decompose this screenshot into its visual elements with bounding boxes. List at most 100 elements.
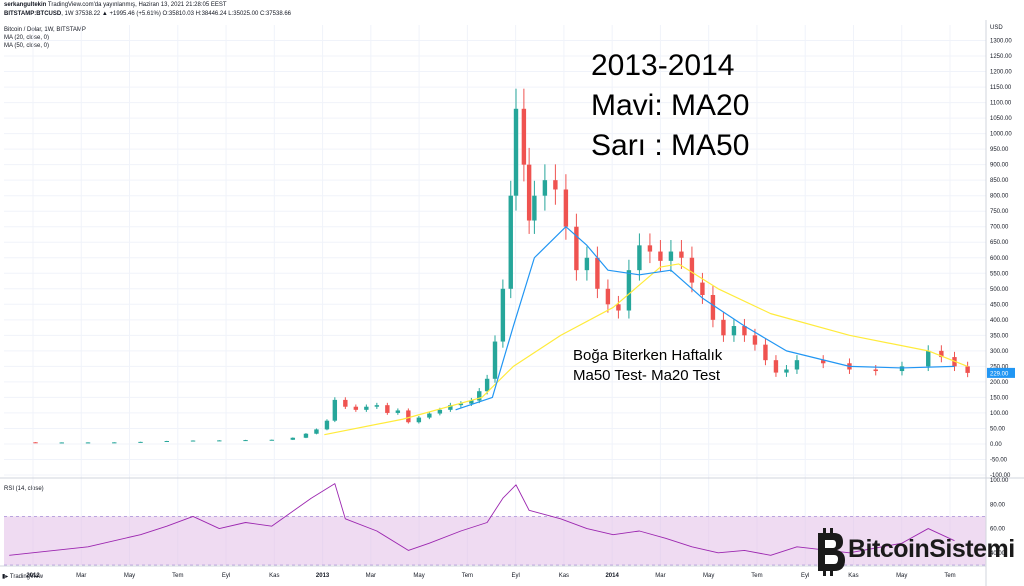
candle-body	[469, 400, 474, 404]
time-tick-label: Eyl	[222, 573, 230, 579]
candle-body	[700, 282, 705, 295]
tradingview-logo[interactable]: ▮▸ TradingView	[2, 573, 43, 580]
price-tick-label: 1150.00	[990, 85, 1012, 91]
price-tick-label: 150.00	[990, 395, 1009, 401]
candle-body	[33, 442, 38, 444]
tradingview-icon: ▮▸	[2, 574, 9, 580]
rsi-tick-label: 80.00	[990, 502, 1006, 508]
candle-body	[243, 440, 248, 442]
annotation-yellow-ma50: Sarı : MA50	[591, 129, 750, 162]
time-tick-label: Tem	[172, 573, 183, 579]
legend-title: Bitcoin / Dolar, 1W, BITSTAMP	[4, 27, 86, 33]
price-tick-label: 700.00	[990, 225, 1009, 231]
tradingview-label: TradingView	[9, 574, 43, 580]
candle-body	[500, 288, 506, 342]
candle-body	[190, 440, 196, 442]
symbol-name[interactable]: BITSTAMP:BTCUSD	[4, 11, 62, 17]
candle-body	[303, 433, 309, 438]
price-tick-label: 650.00	[990, 240, 1009, 246]
ma20-line	[455, 226, 955, 411]
price-tick-label: 50.00	[990, 426, 1006, 432]
legend-ma50[interactable]: MA (50, close, 0)	[4, 43, 50, 49]
candle-body	[112, 442, 117, 444]
price-tick-label: 1250.00	[990, 54, 1012, 60]
time-tick-label: 2014	[605, 573, 619, 579]
time-tick-label: Kas	[559, 573, 569, 579]
candle-body	[658, 251, 663, 261]
candle-body	[508, 195, 513, 289]
price-tick-label: 1200.00	[990, 70, 1012, 76]
price-tick-label: 200.00	[990, 380, 1009, 386]
price-tick-label: 900.00	[990, 163, 1009, 169]
time-tick-label: 2012	[26, 573, 40, 579]
time-tick-label: May	[124, 573, 135, 579]
time-tick-label: Mar	[76, 573, 86, 579]
price-tick-label: 1300.00	[990, 39, 1012, 45]
price-tick-label: 600.00	[990, 256, 1009, 262]
candle-body	[794, 360, 800, 370]
last-price-label: 229.00	[990, 371, 1009, 377]
candle-body	[437, 409, 443, 414]
time-tick-label: Mar	[655, 573, 665, 579]
price-tick-label: 1100.00	[990, 101, 1012, 107]
author-name[interactable]: serkangultekin	[4, 2, 47, 8]
rsi-tick-label: 40.00	[990, 551, 1006, 557]
time-tick-label: May	[413, 573, 424, 579]
rsi-tick-label: 60.00	[990, 527, 1006, 533]
candle-body	[314, 429, 319, 434]
candle-body	[965, 366, 970, 373]
price-tick-label: 250.00	[990, 364, 1009, 370]
candle-body	[742, 326, 747, 336]
time-tick-label: May	[896, 573, 907, 579]
candle-body	[532, 195, 537, 221]
price-unit-label: USD	[990, 25, 1003, 31]
candle-body	[784, 369, 789, 373]
candle-body	[477, 391, 482, 401]
site-logo-text: BitcoinSistemi	[848, 535, 1015, 563]
candle-body	[374, 405, 380, 407]
candle-body	[521, 108, 527, 165]
candle-body	[526, 164, 532, 221]
candle-body	[679, 251, 684, 258]
candle-body	[563, 189, 569, 227]
header-line-2: BITSTAMP:BTCUSD, 1W 37538.22 ▲ +1995.46 …	[4, 11, 291, 17]
candle-body	[637, 245, 642, 271]
candle-body	[773, 360, 779, 373]
price-tick-label: 800.00	[990, 194, 1009, 200]
price-tick-label: 350.00	[990, 333, 1009, 339]
legend-ma20[interactable]: MA (20, close, 0)	[4, 35, 50, 41]
candle-body	[668, 251, 674, 261]
candle-body	[821, 360, 826, 364]
time-tick-label: Tem	[462, 573, 473, 579]
bitcoinsistemi-logo: BitcoinSistemi	[812, 527, 1022, 579]
time-tick-label: Tem	[944, 573, 955, 579]
candle-body	[689, 257, 695, 283]
candle-body	[484, 378, 490, 392]
candle-body	[513, 108, 519, 196]
candle-body	[626, 270, 632, 311]
rsi-tick-label: 100.00	[990, 478, 1009, 484]
candle-body	[324, 420, 330, 430]
price-tick-label: 750.00	[990, 209, 1009, 215]
candle-body	[710, 295, 716, 320]
candle-body	[458, 403, 464, 406]
time-tick-label: Eyl	[511, 573, 519, 579]
candle-body	[584, 257, 590, 271]
candle-body	[595, 257, 600, 289]
price-tick-label: 400.00	[990, 318, 1009, 324]
candle-body	[926, 350, 931, 367]
candle-body	[647, 245, 653, 252]
price-tick-label: 450.00	[990, 302, 1009, 308]
publish-info: TradingView.com'da yayınlanmış, Haziran …	[46, 2, 227, 8]
candle-body	[899, 366, 905, 372]
price-tick-label: -50.00	[990, 457, 1008, 463]
price-tick-label: 0.00	[990, 442, 1002, 448]
header-line-1: serkangultekin TradingView.com'da yayınl…	[4, 2, 227, 8]
bitcoin-b-icon	[818, 528, 845, 576]
rsi-legend[interactable]: RSI (14, close)	[4, 486, 44, 492]
time-tick-label: Tem	[751, 573, 762, 579]
candle-body	[385, 405, 390, 413]
last-price-badge	[987, 367, 1015, 378]
time-tick-label: Kas	[848, 573, 858, 579]
